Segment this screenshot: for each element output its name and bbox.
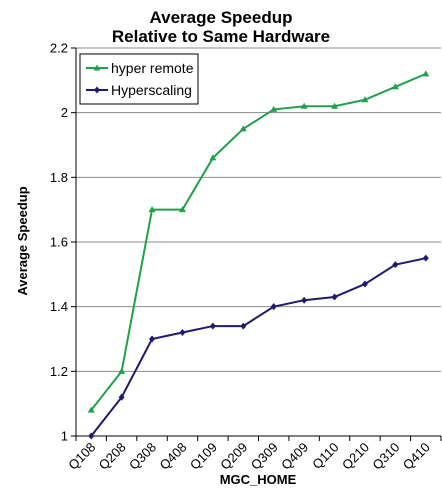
data-point-hyperscaling	[88, 432, 95, 440]
data-point-hyperscaling	[331, 293, 338, 301]
legend: hyper remote Hyperscaling	[79, 53, 199, 105]
data-point-hyper-remote	[209, 154, 217, 161]
x-axis-ticks: Q108Q208Q308Q408Q109Q209Q309Q409Q110Q210…	[65, 436, 442, 473]
data-point-hyper-remote	[178, 206, 186, 213]
legend-marker-hyperscaling	[94, 86, 100, 94]
data-point-hyperscaling	[179, 329, 186, 337]
y-tick-label: 2	[61, 105, 68, 120]
data-point-hyper-remote	[391, 83, 399, 90]
series-hyper-remote	[87, 70, 430, 413]
x-tick-label: Q309	[248, 440, 281, 473]
x-tick-label: Q210	[339, 440, 372, 473]
data-point-hyperscaling	[422, 254, 429, 262]
data-point-hyper-remote	[300, 102, 308, 109]
x-tick-label: Q409	[278, 440, 311, 473]
chart-title-line-2: Relative to Same Hardware	[111, 27, 331, 46]
data-point-hyperscaling	[149, 335, 156, 343]
y-tick-label: 1.8	[50, 170, 68, 185]
legend-label-hyperscaling: Hyperscaling	[111, 82, 192, 98]
x-tick-label: Q110	[309, 440, 341, 472]
data-point-hyper-remote	[422, 70, 430, 77]
data-point-hyperscaling	[361, 280, 368, 288]
data-point-hyper-remote	[331, 102, 339, 109]
data-point-hyperscaling	[270, 303, 277, 311]
data-point-hyper-remote	[270, 105, 278, 112]
data-point-hyper-remote	[239, 125, 247, 132]
legend-box	[79, 53, 199, 105]
data-point-hyperscaling	[301, 296, 308, 304]
x-tick-label: Q109	[187, 440, 220, 473]
data-point-hyperscaling	[118, 393, 125, 401]
x-axis-label: MGC_HOME	[220, 472, 297, 487]
y-tick-label: 1.2	[50, 364, 68, 379]
x-tick-label: Q108	[65, 440, 98, 473]
y-tick-label: 1.6	[50, 235, 68, 250]
data-point-hyper-remote	[361, 96, 369, 103]
x-tick-label: Q308	[126, 440, 159, 473]
series-line-hyperscaling	[90, 257, 426, 437]
data-point-hyperscaling	[392, 261, 399, 269]
x-tick-label: Q209	[217, 440, 250, 473]
data-point-hyper-remote	[87, 406, 95, 413]
y-tick-label: 1	[61, 429, 68, 444]
legend-marker-hyper-remote	[93, 64, 101, 71]
data-point-hyperscaling	[240, 322, 247, 330]
chart-title-line-1: Average Speedup	[149, 8, 293, 27]
series-lines	[87, 70, 430, 440]
legend-label-hyper-remote: hyper remote	[111, 60, 194, 76]
series-line-hyper-remote	[90, 72, 427, 411]
x-tick-label: Q310	[369, 440, 402, 473]
x-tick-label: Q410	[400, 440, 433, 473]
y-tick-label: 2.2	[50, 41, 68, 56]
y-axis-label: Average Speedup	[15, 186, 30, 295]
x-tick-label: Q408	[156, 440, 189, 473]
x-tick-label: Q208	[96, 440, 129, 473]
y-tick-label: 1.4	[50, 299, 68, 314]
data-point-hyperscaling	[209, 322, 216, 330]
data-point-hyper-remote	[118, 367, 126, 374]
y-axis-ticks: 1 1.2 1.4 1.6 1.8 2 2.2	[50, 41, 76, 444]
series-hyperscaling	[88, 254, 429, 440]
data-point-hyper-remote	[148, 206, 156, 213]
